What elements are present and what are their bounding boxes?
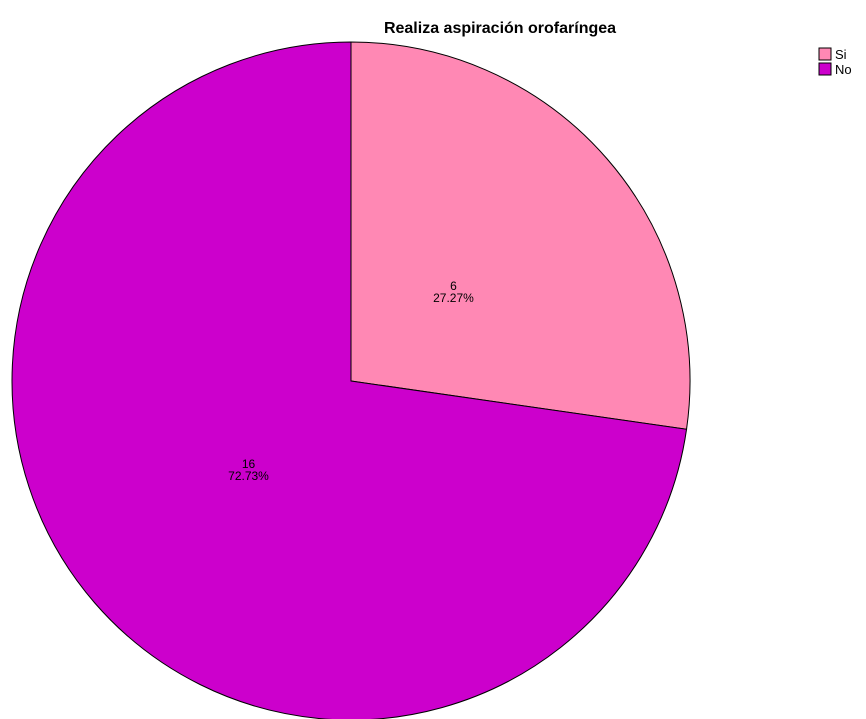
- slice-value-label-no: 16: [242, 457, 256, 471]
- pie-slice-no: [11, 41, 688, 719]
- legend-swatch-si: [818, 47, 832, 61]
- legend-label-si: Si: [835, 47, 847, 62]
- pie-slice-si: [350, 41, 691, 430]
- pie-slices: [11, 41, 691, 719]
- legend-swatch-no: [818, 62, 832, 76]
- legend-label-no: No: [835, 62, 852, 77]
- chart-title: Realiza aspiración orofaríngea: [384, 20, 616, 37]
- slice-percent-label-no: 72.73%: [228, 469, 269, 483]
- slice-value-label-si: 6: [450, 279, 457, 293]
- slice-percent-label-si: 27.27%: [433, 291, 474, 305]
